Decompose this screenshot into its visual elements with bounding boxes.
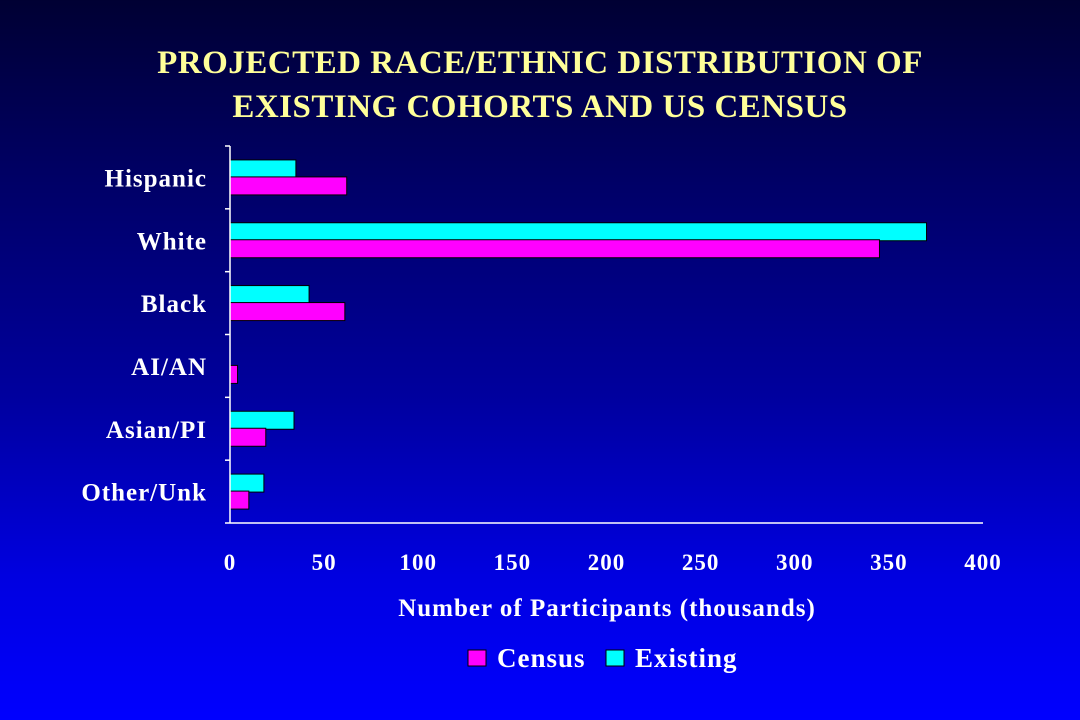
category-label-ai-an: AI/AN <box>131 354 207 381</box>
bar-existing-asian-pi <box>229 410 295 430</box>
x-tick-label-200: 200 <box>588 550 626 575</box>
x-tick-label-0: 0 <box>224 550 237 575</box>
category-label-black: Black <box>141 291 207 318</box>
chart-title-line-1: PROJECTED RACE/ETHNIC DISTRIBUTION OF <box>157 45 923 81</box>
category-labels: Hispanic White Black AI/AN Asian/PI Other/Unk <box>81 165 207 507</box>
x-tick-label-350: 350 <box>870 550 908 575</box>
x-tick-label-300: 300 <box>776 550 814 575</box>
x-tick-label-100: 100 <box>400 550 438 575</box>
bar-census-ai-an <box>229 364 239 384</box>
legend: Census Existing <box>467 643 738 673</box>
bar-census-black <box>229 302 346 322</box>
bars-group <box>229 159 928 510</box>
bar-census-other-unk <box>229 490 250 510</box>
bar-existing-black <box>229 285 310 305</box>
category-label-other-unk: Other/Unk <box>81 480 207 507</box>
category-label-white: White <box>137 228 207 255</box>
legend-label-existing: Existing <box>635 643 738 673</box>
bar-existing-white <box>229 222 928 242</box>
x-tick-label-250: 250 <box>682 550 720 575</box>
category-label-hispanic: Hispanic <box>105 165 207 192</box>
bar-existing-hispanic <box>229 159 297 179</box>
bar-existing-other-unk <box>229 473 265 493</box>
legend-label-census: Census <box>497 643 586 673</box>
legend-swatch-existing <box>605 649 625 667</box>
x-axis-title: Number of Participants (thousands) <box>398 595 816 622</box>
x-tick-label-50: 50 <box>312 550 337 575</box>
x-tick-label-400: 400 <box>964 550 1002 575</box>
category-label-asian-pi: Asian/PI <box>106 417 207 444</box>
bar-census-white <box>229 239 880 259</box>
chart-title-line-2: EXISTING COHORTS AND US CENSUS <box>232 89 848 125</box>
legend-swatch-census <box>467 649 487 667</box>
bar-census-hispanic <box>229 176 348 196</box>
x-tick-label-150: 150 <box>494 550 532 575</box>
tick-labels: 0 50 100 150 200 250 300 350 400 <box>224 550 1002 575</box>
axes-group <box>225 145 983 524</box>
bar-census-asian-pi <box>229 427 267 447</box>
